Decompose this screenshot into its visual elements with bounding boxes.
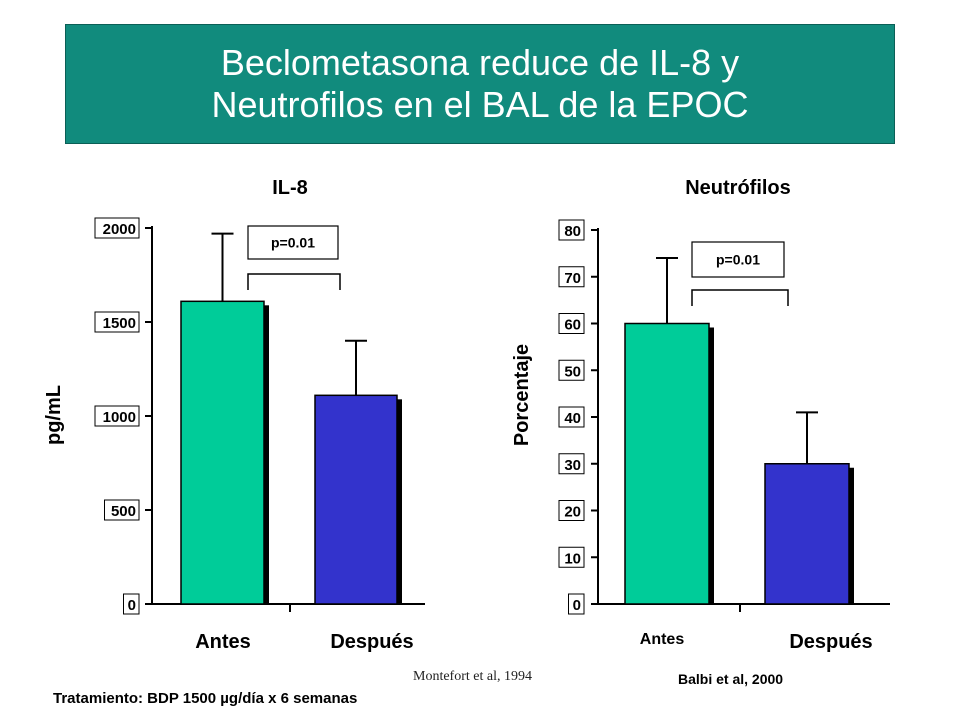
- neutrofilos-y-tick-box-10: [558, 546, 585, 568]
- il8-y-tick-label-1500: 1500: [103, 315, 136, 332]
- il8-y-tick-box-1000: [94, 405, 140, 427]
- citation-montefort: Montefort et al, 1994: [413, 669, 532, 684]
- neutrofilos-ylabel: Porcentaje: [511, 344, 533, 446]
- neutrofilos-y-tick-box-40: [558, 406, 585, 428]
- il8-category-antes: Antes: [195, 631, 251, 653]
- neutrofilos-y-tick-label-10: 10: [564, 550, 581, 567]
- neutrofilos-y-tick-box-30: [558, 453, 585, 475]
- il8-y-tick-label-500: 500: [111, 503, 136, 520]
- il8-ylabel: pg/mL: [43, 385, 65, 445]
- title-line-1: Beclometasona reduce de IL-8 y: [220, 42, 740, 83]
- il8-y-tick-box-0: [123, 593, 140, 615]
- il8-pvalue-label: p=0.01: [271, 235, 315, 251]
- neutrofilos-chart: 0 10 20 30 40 50 60 70 80 p=0.01: [558, 219, 890, 615]
- il8-significance-bracket: [247, 273, 341, 290]
- neutrofilos-y-tick-label-70: 70: [564, 270, 581, 287]
- neutrofilos-y-tick-label-80: 80: [564, 223, 581, 240]
- neutrofilos-bar-antes: [624, 322, 710, 605]
- neutrofilos-y-tick-label-30: 30: [564, 457, 581, 474]
- neutrofilos-y-tick-label-60: 60: [564, 317, 581, 334]
- neutrofilos-pvalue-box: [691, 241, 785, 278]
- neutrofilos-y-tick-box-20: [558, 500, 585, 521]
- neutrofilos-category-despues: Después: [789, 631, 872, 653]
- il8-bar-antes: [180, 300, 265, 605]
- il8-y-tick-label-1000: 1000: [103, 409, 136, 426]
- neutrofilos-y-tick-box-60: [558, 313, 585, 334]
- neutrofilos-significance-bracket: [691, 289, 789, 306]
- neutrofilos-y-tick-box-80: [558, 219, 585, 241]
- il8-category-despues: Después: [330, 631, 413, 653]
- neutrofilos-y-tick-box-50: [558, 359, 585, 381]
- neutrofilos-y-tick-label-40: 40: [564, 410, 581, 427]
- il8-y-tick-box-2000: [94, 217, 140, 239]
- il8-y-tick-label-2000: 2000: [103, 221, 136, 238]
- neutrofilos-y-tick-box-0: [568, 593, 585, 615]
- il8-chart-title: IL-8: [272, 177, 308, 199]
- il8-y-tick-box-500: [104, 499, 140, 521]
- neutrofilos-chart-title: Neutrófilos: [685, 177, 791, 199]
- citation-balbi: Balbi et al, 2000: [678, 671, 783, 687]
- il8-y-tick-box-1500: [94, 311, 140, 333]
- neutrofilos-y-tick-box-70: [558, 266, 585, 288]
- neutrofilos-pvalue-label: p=0.01: [716, 252, 760, 268]
- neutrofilos-y-tick-label-0: 0: [573, 597, 581, 614]
- il8-bar-después: [314, 394, 398, 605]
- neutrofilos-category-antes: Antes: [640, 631, 685, 648]
- neutrofilos-y-tick-label-50: 50: [564, 363, 581, 380]
- neutrofilos-bar-después: [764, 463, 850, 605]
- title-box: Beclometasona reduce de IL-8 y Neutrofil…: [65, 24, 895, 144]
- title-line-2: Neutrofilos en el BAL de la EPOC: [211, 84, 749, 125]
- il8-chart: 0 500 1000 1500 2000 p=0.01: [94, 217, 425, 615]
- il8-pvalue-box: [247, 225, 339, 260]
- treatment-note: Tratamiento: BDP 1500 µg/día x 6 semanas: [53, 690, 357, 707]
- il8-y-tick-label-0: 0: [128, 597, 136, 614]
- neutrofilos-y-tick-label-20: 20: [564, 504, 581, 521]
